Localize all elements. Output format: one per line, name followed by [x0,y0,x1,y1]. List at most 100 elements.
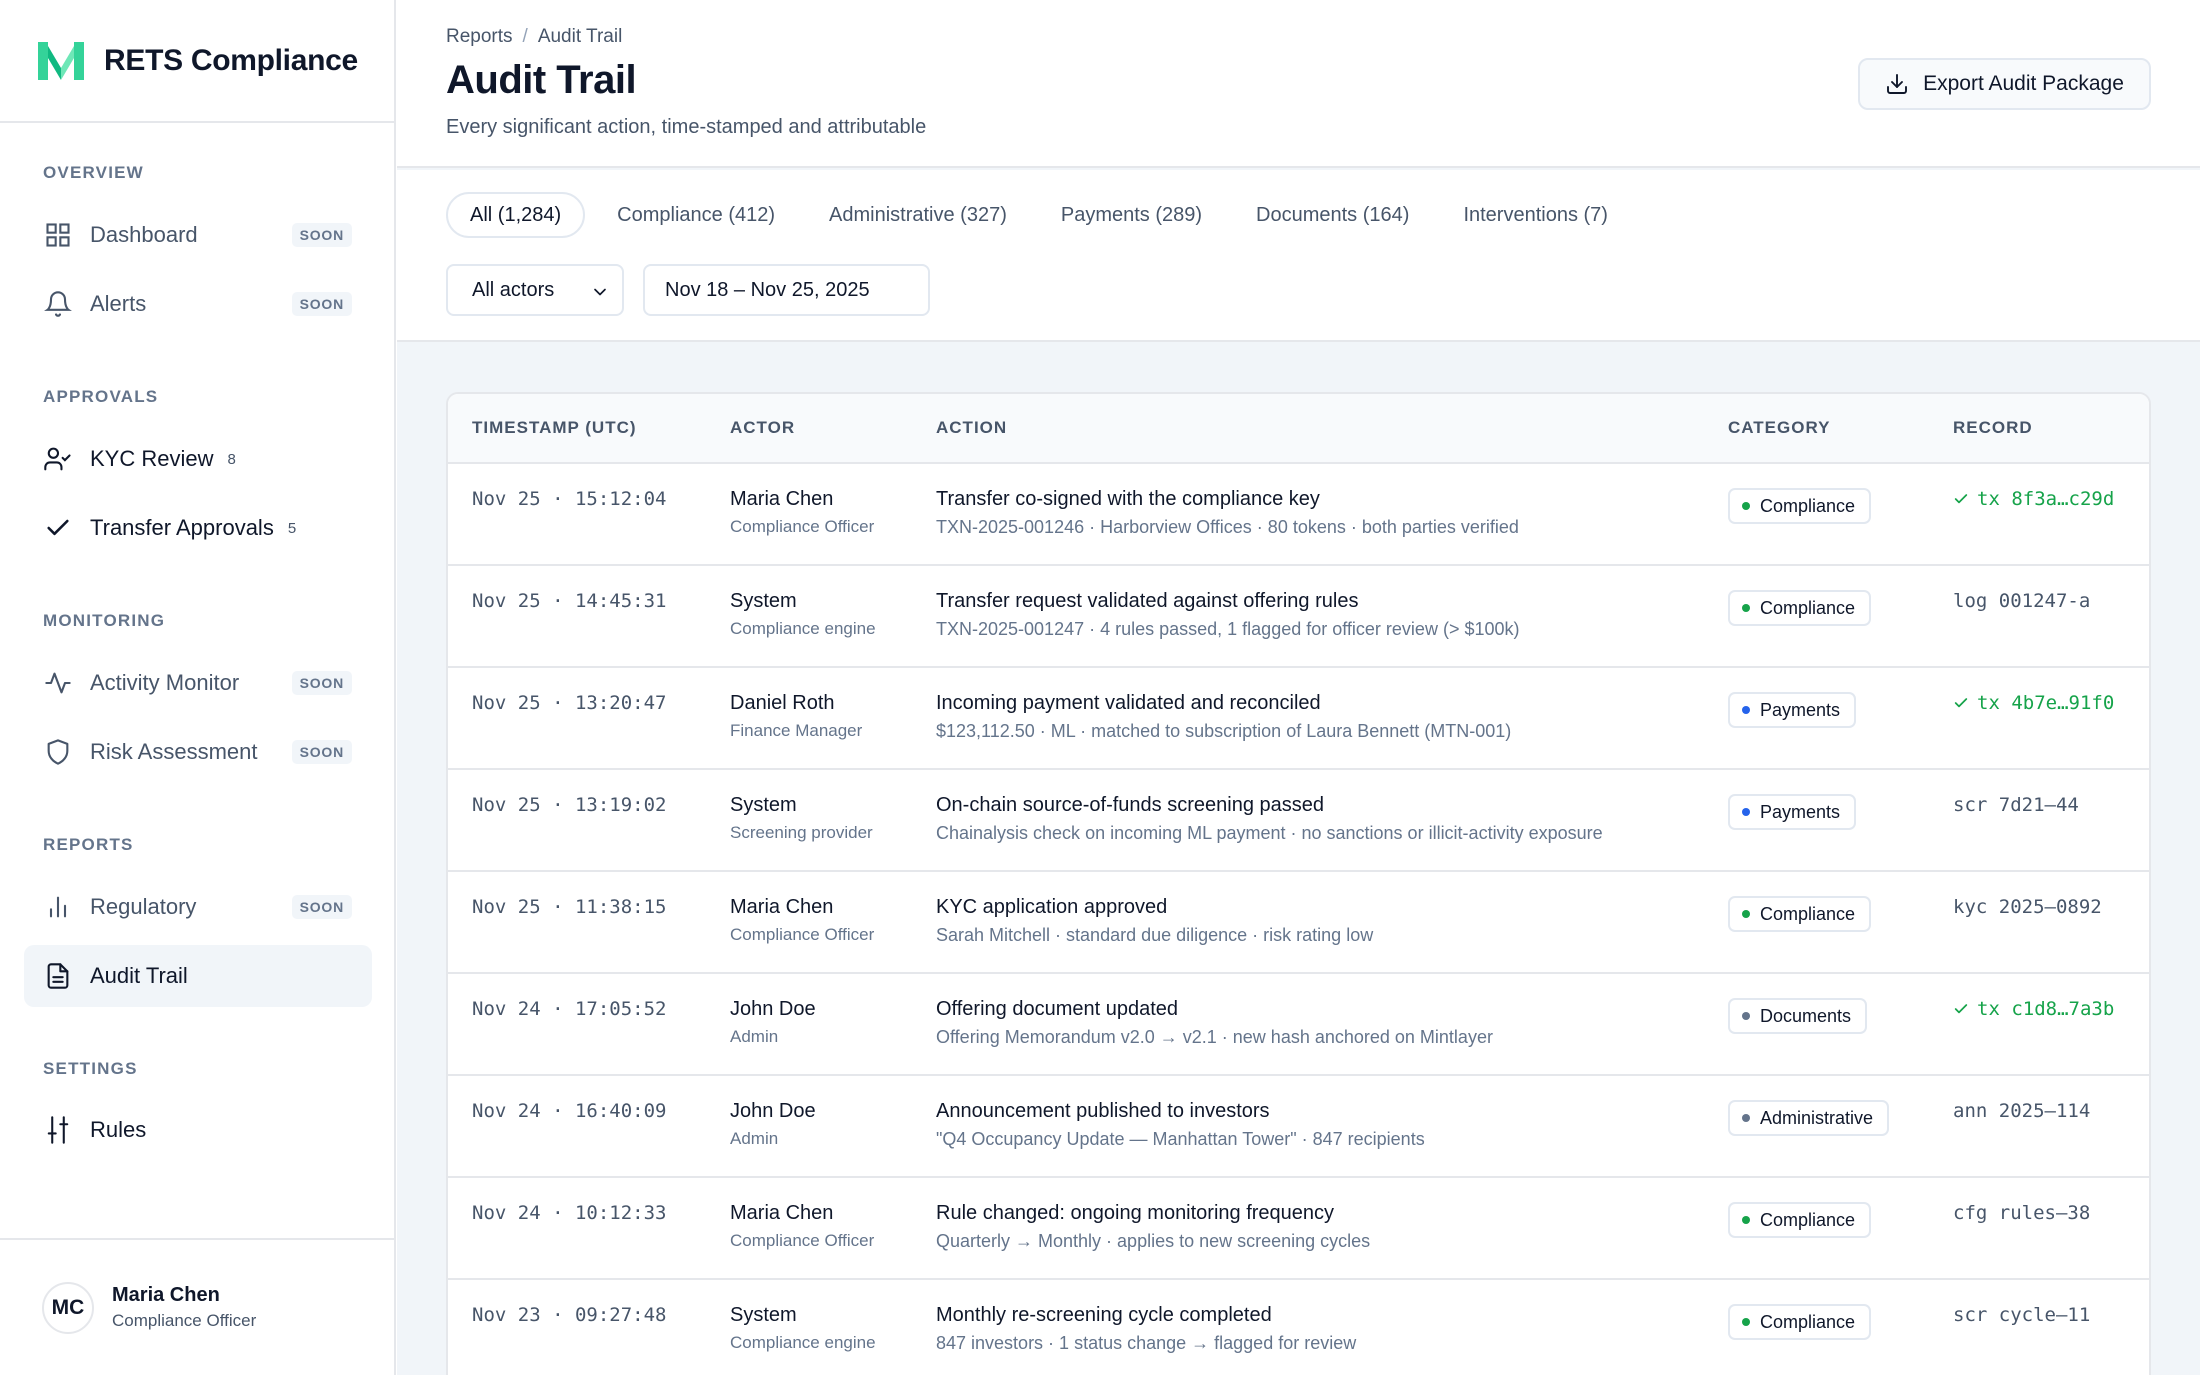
record-link[interactable]: cfg rules–38 [1953,1202,2090,1224]
timestamp: Nov 24 · 16:40:09 [472,1100,667,1122]
record-link[interactable]: tx 4b7e…91f0 [1953,692,2114,714]
sidebar-item-audit-trail[interactable]: Audit Trail [24,945,372,1007]
column-header-timestamp[interactable]: TIMESTAMP (UTC) [472,418,637,437]
sidebar-item-rules[interactable]: Rules [24,1099,372,1161]
table-row[interactable]: Nov 25 · 13:20:47 Daniel Roth Finance Ma… [448,668,2149,770]
category-dot [1742,1012,1750,1020]
sidebar-item-label: Alerts [90,291,147,316]
user-profile[interactable]: MC Maria Chen Compliance Officer [0,1238,394,1375]
tab-interventions[interactable]: Interventions (7) [1463,203,1608,226]
sidebar-item-activity-monitor[interactable]: Activity Monitor SOON [24,652,372,714]
table-row[interactable]: Nov 25 · 15:12:04 Maria Chen Compliance … [448,464,2149,566]
user-name: Maria Chen [112,1284,220,1306]
category-label: Compliance [1760,597,1856,618]
column-header-category[interactable]: CATEGORY [1728,418,1831,437]
actor-name: Daniel Roth [730,692,835,714]
brand[interactable]: RETS Compliance [0,0,394,123]
sidebar-item-label: KYC Review [90,446,214,471]
record-link[interactable]: kyc 2025–0892 [1953,896,2102,918]
tab-administrative[interactable]: Administrative (327) [829,203,1007,226]
sidebar-item-label: Audit Trail [90,963,188,988]
actor-role: Finance Manager [730,721,863,740]
sidebar-item-kyc-review[interactable]: KYC Review 8 [24,428,372,490]
table-body: Nov 25 · 15:12:04 Maria Chen Compliance … [448,464,2149,1375]
check-icon [42,512,74,544]
record-link[interactable]: tx 8f3a…c29d [1953,488,2114,510]
table-row[interactable]: Nov 25 · 13:19:02 System Screening provi… [448,770,2149,872]
record-id: ann 2025–114 [1953,1100,2091,1122]
column-header-record[interactable]: RECORD [1953,418,2033,437]
actor-select[interactable]: All actors [446,264,624,316]
chevron-down-icon [594,288,606,296]
date-range-picker[interactable]: Nov 18 – Nov 25, 2025 [643,264,930,316]
timestamp: Nov 25 · 13:19:02 [472,794,667,816]
table-row[interactable]: Nov 25 · 11:38:15 Maria Chen Compliance … [448,872,2149,974]
count-badge: 5 [287,519,297,537]
activity-icon [42,667,74,699]
verified-check-icon [1954,698,1968,708]
breadcrumb-reports[interactable]: Reports [446,26,513,47]
nav-section-settings: SETTINGS [43,1059,138,1078]
category-badge: Compliance [1728,896,1872,932]
actor-role: Admin [730,1027,779,1046]
timestamp: Nov 23 · 09:27:48 [472,1304,667,1326]
record-link[interactable]: scr 7d21–44 [1953,794,2079,816]
actor-name: Maria Chen [730,488,834,510]
export-audit-package-button[interactable]: Export Audit Package [1858,58,2151,110]
sidebar-item-label: Regulatory [90,894,197,919]
breadcrumb-separator: / [522,26,528,47]
filter-bar: All (1,284) Compliance (412) Administrat… [397,170,2200,342]
breadcrumb: Reports / Audit Trail [446,26,622,48]
actor-name: System [730,1304,797,1326]
tab-compliance[interactable]: Compliance (412) [617,203,776,226]
action-title: Monthly re-screening cycle completed [936,1304,1272,1326]
table-row[interactable]: Nov 23 · 09:27:48 System Compliance engi… [448,1280,2149,1375]
page-title: Audit Trail [446,58,637,102]
record-link[interactable]: scr cycle–11 [1953,1304,2090,1326]
actor-name: System [730,794,797,816]
timestamp: Nov 24 · 17:05:52 [472,998,667,1020]
sidebar-item-label: Risk Assessment [90,739,258,764]
sidebar-item-transfer-approvals[interactable]: Transfer Approvals 5 [24,497,372,559]
page-header: Reports / Audit Trail Audit Trail Every … [397,0,2200,168]
table-row[interactable]: Nov 24 · 16:40:09 John Doe Admin Announc… [448,1076,2149,1178]
column-header-action[interactable]: ACTION [936,418,1008,437]
user-role: Compliance Officer [112,1311,257,1330]
sidebar-item-regulatory[interactable]: Regulatory SOON [24,876,372,938]
sidebar-item-alerts[interactable]: Alerts SOON [24,273,372,335]
record-id: tx 8f3a…c29d [1977,488,2115,510]
action-title: Offering document updated [936,998,1179,1020]
sidebar-item-dashboard[interactable]: Dashboard SOON [24,204,372,266]
user-check-icon [42,443,74,475]
action-detail: $123,112.50 · ML · matched to subscripti… [936,721,1512,741]
category-badge: Compliance [1728,1304,1872,1340]
tab-all[interactable]: All (1,284) [446,192,586,238]
table-row[interactable]: Nov 24 · 10:12:33 Maria Chen Compliance … [448,1178,2149,1280]
table-row[interactable]: Nov 25 · 14:45:31 System Compliance engi… [448,566,2149,668]
category-badge: Payments [1728,692,1857,728]
category-label: Compliance [1760,1311,1856,1332]
actor-role: Compliance Officer [730,925,875,944]
action-detail: TXN-2025-001246 · Harborview Offices · 8… [936,517,1519,537]
tab-payments[interactable]: Payments (289) [1060,203,1203,226]
actor-name: John Doe [730,1100,816,1122]
record-id: scr cycle–11 [1953,1304,2091,1326]
nav-section-approvals: APPROVALS [43,387,159,406]
soon-badge: SOON [291,895,352,919]
actor-name: Maria Chen [730,1202,834,1224]
file-text-icon [42,960,74,992]
table-row[interactable]: Nov 24 · 17:05:52 John Doe Admin Offerin… [448,974,2149,1076]
action-detail: Offering Memorandum v2.0 → v2.1 · new ha… [936,1027,1493,1047]
record-link[interactable]: log 001247-a [1953,590,2090,612]
tab-documents[interactable]: Documents (164) [1256,203,1410,226]
action-detail: Sarah Mitchell · standard due diligence … [936,925,1374,945]
timestamp: Nov 24 · 10:12:33 [472,1202,667,1224]
record-link[interactable]: tx c1d8…7a3b [1953,998,2114,1020]
main-content: Reports / Audit Trail Audit Trail Every … [397,0,2200,1375]
record-link[interactable]: ann 2025–114 [1953,1100,2090,1122]
timestamp: Nov 25 · 11:38:15 [472,896,667,918]
avatar: MC [42,1281,94,1334]
sidebar-item-risk-assessment[interactable]: Risk Assessment SOON [24,721,372,783]
action-detail: "Q4 Occupancy Update — Manhattan Tower" … [936,1129,1425,1149]
column-header-actor[interactable]: ACTOR [730,418,796,437]
